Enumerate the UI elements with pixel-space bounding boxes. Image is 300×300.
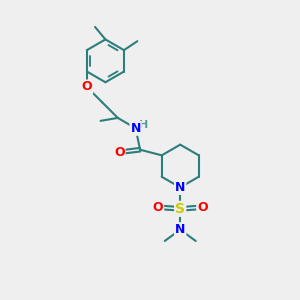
- Text: O: O: [153, 201, 163, 214]
- Text: O: O: [82, 80, 92, 94]
- Text: H: H: [139, 120, 148, 130]
- Text: O: O: [197, 201, 208, 214]
- Text: N: N: [175, 181, 185, 194]
- Text: N: N: [130, 122, 141, 135]
- Text: O: O: [114, 146, 124, 159]
- Text: N: N: [175, 223, 185, 236]
- Text: S: S: [175, 202, 185, 216]
